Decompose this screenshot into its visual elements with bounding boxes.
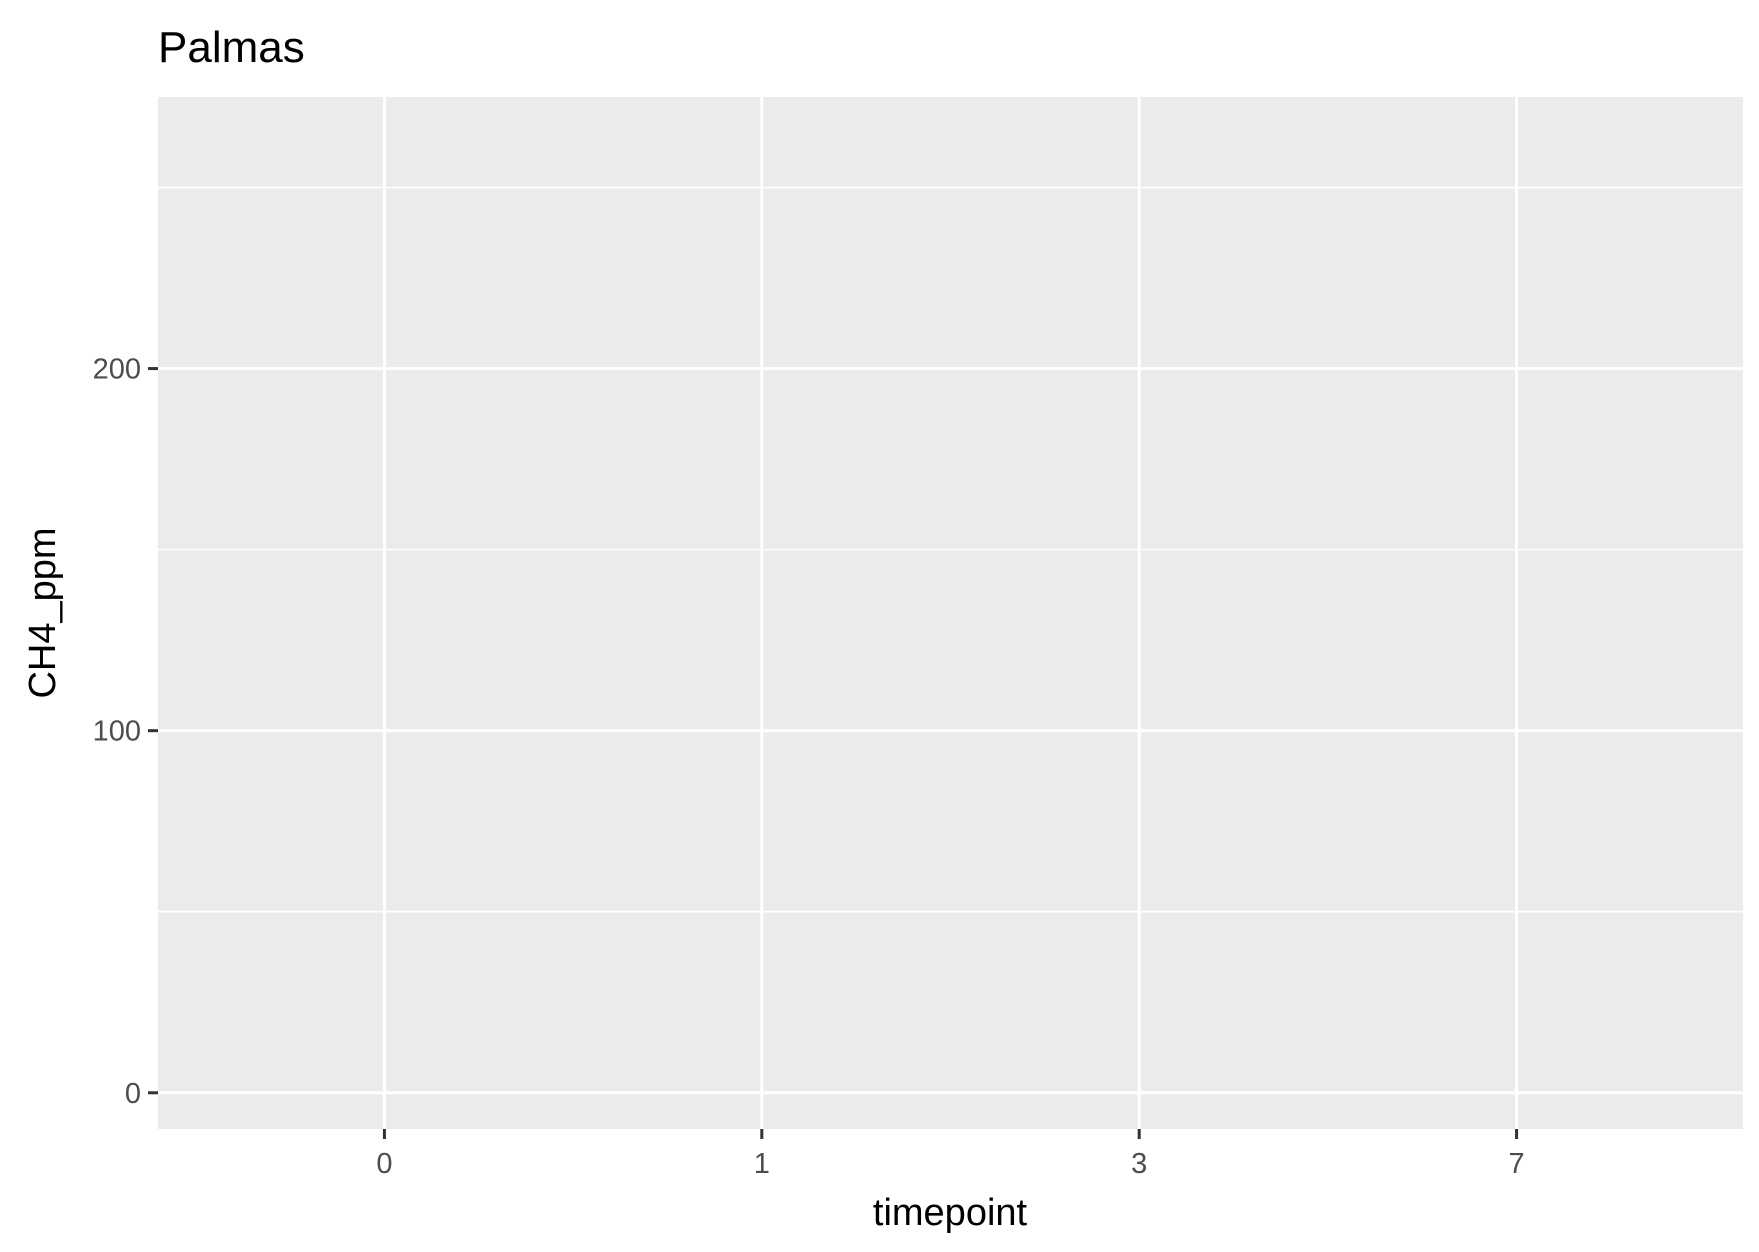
chart-title: Palmas: [158, 23, 305, 72]
y-axis: 0 100 200: [93, 354, 158, 1110]
x-tick-label: 1: [754, 1148, 770, 1180]
y-tick-label: 200: [93, 354, 141, 386]
major-gridlines: [158, 97, 1743, 1129]
x-axis: 0 1 3 7: [376, 1129, 1525, 1180]
x-tick-label: 0: [376, 1148, 392, 1180]
x-axis-title: timepoint: [873, 1192, 1028, 1234]
y-tick-label: 0: [125, 1078, 141, 1110]
minor-gridlines: [158, 186, 1743, 913]
y-tick-label: 100: [93, 716, 141, 748]
x-tick-label: 7: [1509, 1148, 1525, 1180]
y-axis-title: CH4_ppm: [22, 527, 64, 698]
plot-panel: [158, 97, 1743, 1129]
x-tick-label: 3: [1131, 1148, 1147, 1180]
